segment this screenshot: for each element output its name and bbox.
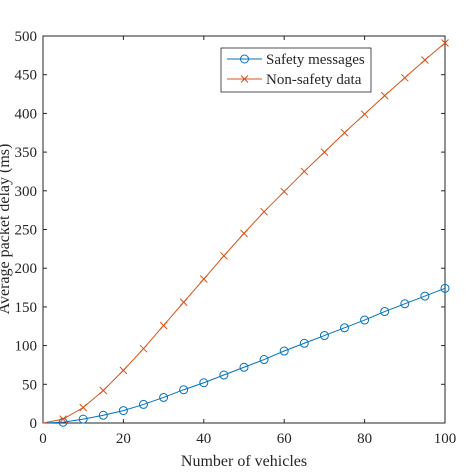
data-point <box>420 291 430 301</box>
y-tick-label: 400 <box>15 106 38 122</box>
data-point <box>340 323 349 333</box>
data-point <box>139 344 148 353</box>
data-point <box>380 307 390 317</box>
series-line <box>42 287 446 424</box>
y-tick-label: 300 <box>15 184 38 200</box>
x-tick-label: 0 <box>39 431 47 447</box>
data-point <box>199 275 208 283</box>
data-point <box>179 298 188 307</box>
marker-stroke <box>240 75 249 83</box>
y-tick-label: 500 <box>15 29 38 45</box>
marker-stroke <box>441 39 449 47</box>
data-point <box>99 386 108 395</box>
marker-stroke <box>79 403 88 412</box>
x-tick-label: 40 <box>196 431 211 447</box>
marker-stroke <box>99 386 108 395</box>
marker-stroke <box>300 167 309 176</box>
marker-stroke <box>240 229 248 238</box>
data-point <box>59 415 67 423</box>
x-tick-label: 60 <box>277 431 292 447</box>
data-point <box>421 56 429 64</box>
marker-stroke <box>280 187 289 196</box>
axis-tick-labels: 0 20 40 60 80 100 0 50 100 150 200 250 300 350 400 450 5… <box>15 29 457 447</box>
marker-stroke <box>380 91 389 100</box>
marker-stroke <box>360 110 369 119</box>
data-point <box>219 370 229 380</box>
x-tick-label: 20 <box>116 431 131 447</box>
data-point <box>199 378 209 388</box>
y-tick-label: 50 <box>22 377 37 393</box>
y-tick-label: 0 <box>30 416 38 432</box>
data-point <box>98 410 108 420</box>
data-point <box>340 128 349 137</box>
data-point <box>159 321 168 330</box>
y-tick-label: 450 <box>15 68 38 84</box>
marker-stroke <box>159 321 168 330</box>
legend-marker <box>240 75 249 83</box>
data-point <box>299 338 309 348</box>
marker-stroke <box>199 275 208 283</box>
data-point <box>259 355 269 365</box>
legend-label: Non-safety data <box>266 72 362 88</box>
data-point <box>260 207 268 216</box>
marker-stroke <box>179 298 188 307</box>
data-point <box>280 187 289 196</box>
marker-stroke <box>400 73 409 82</box>
y-axis-title: Average packet delay (ms) <box>0 144 13 315</box>
data-point <box>118 406 128 416</box>
data-point <box>179 385 189 395</box>
data-point <box>58 417 68 427</box>
plot-area <box>42 35 446 424</box>
data-point <box>319 331 329 341</box>
data-point <box>320 148 329 156</box>
data-point <box>119 366 128 375</box>
data-point <box>440 283 450 293</box>
y-tick-label: 150 <box>15 300 38 316</box>
marker-stroke <box>260 207 268 216</box>
data-point <box>240 229 248 238</box>
marker-stroke <box>421 56 429 64</box>
legend-marker <box>240 54 249 64</box>
data-point <box>279 346 289 356</box>
data-point <box>360 315 370 325</box>
series-non-safety-data <box>42 39 449 424</box>
series-layer <box>42 39 450 427</box>
data-point <box>159 392 169 402</box>
legend-entry: Safety messages <box>227 52 365 68</box>
marker-stroke <box>119 366 128 375</box>
legend-label: Safety messages <box>266 52 365 68</box>
data-point <box>380 91 389 100</box>
marker-stroke <box>320 148 329 156</box>
marker-stroke <box>220 251 228 260</box>
data-point <box>79 403 88 412</box>
y-tick-label: 200 <box>15 261 38 277</box>
data-point <box>78 414 88 424</box>
y-tick-label: 100 <box>15 339 38 355</box>
marker-stroke <box>340 128 349 137</box>
x-tick-label: 100 <box>434 431 457 447</box>
data-point <box>360 110 369 119</box>
marker-stroke <box>139 344 148 353</box>
y-tick-label: 350 <box>15 145 38 161</box>
data-point <box>139 399 148 409</box>
legend: Safety messages Non-safety data <box>220 47 372 93</box>
x-tick-label: 80 <box>357 431 372 447</box>
data-point <box>441 39 449 47</box>
legend-entry: Non-safety data <box>227 72 362 88</box>
data-point <box>300 167 309 176</box>
data-point <box>220 251 228 260</box>
y-tick-label: 250 <box>15 223 38 239</box>
marker-stroke <box>59 415 67 423</box>
x-axis-title: Number of vehicles <box>181 453 307 470</box>
series-safety-messages <box>42 283 450 427</box>
data-point <box>239 362 249 372</box>
data-point <box>400 299 410 309</box>
data-point <box>400 73 409 82</box>
